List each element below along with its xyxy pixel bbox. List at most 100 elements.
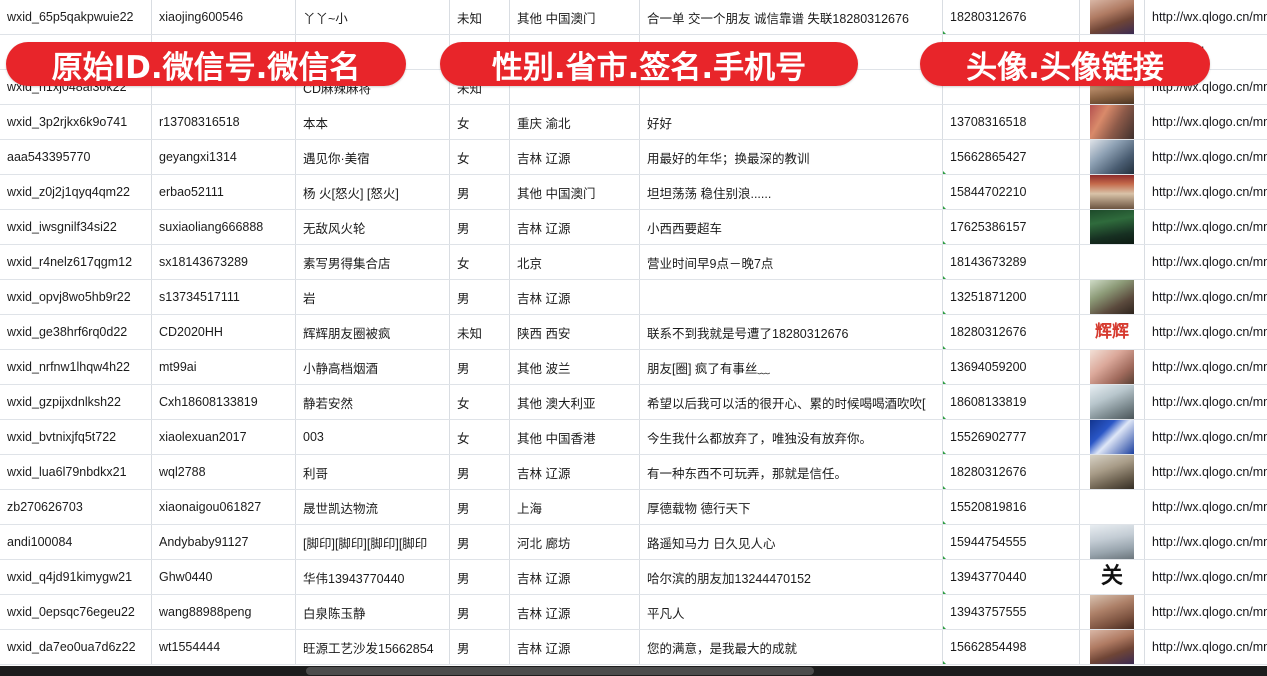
cell-avatar[interactable] (1079, 524, 1145, 560)
cell-avatar-url[interactable]: http://wx.qlogo.cn/mmhead (1144, 594, 1267, 630)
table-row[interactable]: wxid_bvtnixjfq5t722 xiaolexuan2017 003 女其他 … (0, 419, 1267, 455)
cell-nickname[interactable]: 辉辉朋友圈被疯 (295, 314, 450, 350)
cell-nickname[interactable]: 旺源工艺沙发15662854 (295, 629, 450, 665)
cell-wx-id[interactable]: wt1554444 (151, 629, 296, 665)
cell-sex[interactable]: 男 (449, 629, 510, 665)
cell-avatar-url[interactable]: http://wx.qlogo.cn/mmhead (1144, 419, 1267, 455)
horizontal-scrollbar-track[interactable] (0, 666, 1267, 676)
cell-nickname[interactable]: 遇见你·美宿 (295, 139, 450, 175)
cell-orig-id[interactable]: wxid_nrfnw1lhqw4h22 (0, 349, 152, 385)
cell-region[interactable]: 其他 中国澳门 (509, 0, 640, 35)
cell-sex[interactable]: 女 (449, 419, 510, 455)
horizontal-scrollbar-thumb[interactable] (306, 667, 814, 675)
cell-avatar-url[interactable]: http://wx.qlogo.cn/mmhead (1144, 384, 1267, 420)
table-row[interactable]: wxid_opvj8wo5hb9r22 s13734517111 岩男吉林 辽源 13… (0, 279, 1267, 315)
cell-signature[interactable]: 您的满意，是我最大的成就 (639, 629, 943, 665)
cell-wx-id[interactable]: Andybaby91127 (151, 524, 296, 560)
cell-wx-id[interactable]: CD2020HH (151, 314, 296, 350)
cell-phone[interactable]: 13251871200 (942, 279, 1080, 315)
cell-avatar[interactable] (1079, 629, 1145, 665)
cell-nickname[interactable]: 小静高档烟酒 (295, 349, 450, 385)
cell-region[interactable]: 吉林 辽源 (509, 594, 640, 630)
cell-wx-id[interactable]: geyangxi1314 (151, 139, 296, 175)
cell-wx-id[interactable]: xiaonaigou061827 (151, 489, 296, 525)
cell-signature[interactable]: 好好 (639, 104, 943, 140)
cell-avatar[interactable] (1079, 384, 1145, 420)
cell-region[interactable]: 重庆 渝北 (509, 104, 640, 140)
cell-orig-id[interactable]: wxid_ge38hrf6rq0d22 (0, 314, 152, 350)
cell-phone[interactable]: 18280312676 (942, 0, 1080, 35)
cell-sex[interactable]: 女 (449, 139, 510, 175)
cell-region[interactable]: 河北 廊坊 (509, 524, 640, 560)
table-row[interactable]: wxid_z0j2j1qyq4qm22 erbao52111 杨 火[怒火] [怒火… (0, 174, 1267, 210)
cell-phone[interactable]: 15662865427 (942, 139, 1080, 175)
table-row[interactable]: wxid_3p2rjkx6k9o741 r13708316518 本本女重庆 渝北好… (0, 104, 1267, 140)
cell-nickname[interactable]: 003 (295, 419, 450, 455)
cell-orig-id[interactable]: wxid_lua6l79nbdkx21 (0, 454, 152, 490)
cell-nickname[interactable]: 晟世凯达物流 (295, 489, 450, 525)
cell-nickname[interactable]: 素写男得集合店 (295, 244, 450, 280)
cell-avatar-url[interactable]: http://wx.qlogo.cn/mmhead (1144, 279, 1267, 315)
table-row[interactable]: wxid_lua6l79nbdkx21 wql2788 利哥男吉林 辽源 有一种东西不… (0, 454, 1267, 490)
cell-region[interactable]: 吉林 辽源 (509, 629, 640, 665)
cell-orig-id[interactable]: wxid_z0j2j1qyq4qm22 (0, 174, 152, 210)
cell-signature[interactable]: 朋友[圈] 疯了有事丝﹏ (639, 349, 943, 385)
table-row[interactable]: andi100084 Andybaby91127 [脚印][脚印][脚印][脚印男河… (0, 524, 1267, 560)
cell-wx-id[interactable]: Ghw0440 (151, 559, 296, 595)
cell-wx-id[interactable]: r13708316518 (151, 104, 296, 140)
cell-signature[interactable]: 今生我什么都放弃了，唯独没有放弃你。 (639, 419, 943, 455)
cell-avatar-url[interactable]: http://wx.qlogo.cn/mmhead (1144, 629, 1267, 665)
cell-avatar[interactable] (1079, 419, 1145, 455)
cell-sex[interactable]: 男 (449, 594, 510, 630)
cell-sex[interactable]: 女 (449, 384, 510, 420)
cell-avatar[interactable] (1079, 454, 1145, 490)
cell-sex[interactable]: 未知 (449, 0, 510, 35)
cell-avatar-url[interactable]: http://wx.qlogo.cn/mmhead (1144, 244, 1267, 280)
cell-wx-id[interactable]: s13734517111 (151, 279, 296, 315)
cell-avatar[interactable] (1079, 139, 1145, 175)
cell-avatar[interactable] (1079, 349, 1145, 385)
cell-avatar[interactable] (1079, 174, 1145, 210)
cell-avatar-url[interactable]: http://wx.qlogo.cn/mmhead (1144, 0, 1267, 35)
cell-orig-id[interactable]: wxid_opvj8wo5hb9r22 (0, 279, 152, 315)
cell-signature[interactable]: 路遥知马力 日久见人心 (639, 524, 943, 560)
cell-sex[interactable]: 未知 (449, 314, 510, 350)
cell-phone[interactable]: 15520819816 (942, 489, 1080, 525)
cell-sex[interactable]: 男 (449, 174, 510, 210)
cell-wx-id[interactable]: wql2788 (151, 454, 296, 490)
cell-region[interactable]: 其他 波兰 (509, 349, 640, 385)
cell-region[interactable]: 其他 中国香港 (509, 419, 640, 455)
cell-orig-id[interactable]: wxid_bvtnixjfq5t722 (0, 419, 152, 455)
cell-orig-id[interactable]: wxid_iwsgnilf34si22 (0, 209, 152, 245)
cell-phone[interactable]: 13943770440 (942, 559, 1080, 595)
cell-phone[interactable]: 15844702210 (942, 174, 1080, 210)
table-row[interactable]: wxid_r4nelz617qgm12 sx18143673289 素写男得集合店女… (0, 244, 1267, 280)
table-row[interactable]: wxid_65p5qakpwuie22 xiaojing600546 丫丫~小 未知其… (0, 0, 1267, 35)
cell-nickname[interactable]: 静若安然 (295, 384, 450, 420)
cell-wx-id[interactable]: xiaolexuan2017 (151, 419, 296, 455)
cell-phone[interactable]: 18608133819 (942, 384, 1080, 420)
cell-phone[interactable]: 18143673289 (942, 244, 1080, 280)
cell-avatar-url[interactable]: http://wx.qlogo.cn/mmhead (1144, 524, 1267, 560)
cell-sex[interactable]: 男 (449, 279, 510, 315)
cell-nickname[interactable]: 岩 (295, 279, 450, 315)
cell-orig-id[interactable]: andi100084 (0, 524, 152, 560)
cell-sex[interactable]: 男 (449, 349, 510, 385)
cell-nickname[interactable]: 本本 (295, 104, 450, 140)
cell-avatar[interactable] (1079, 279, 1145, 315)
cell-orig-id[interactable]: zb270626703 (0, 489, 152, 525)
cell-wx-id[interactable]: Cxh18608133819 (151, 384, 296, 420)
cell-orig-id[interactable]: wxid_65p5qakpwuie22 (0, 0, 152, 35)
cell-avatar-url[interactable]: http://wx.qlogo.cn/mmhead (1144, 454, 1267, 490)
cell-signature[interactable]: 营业时间早9点－晚7点 (639, 244, 943, 280)
cell-region[interactable]: 吉林 辽源 (509, 139, 640, 175)
table-row[interactable]: wxid_ge38hrf6rq0d22 CD2020HH 辉辉朋友圈被疯 未知 陕西 西… (0, 314, 1267, 350)
cell-sex[interactable]: 男 (449, 489, 510, 525)
cell-signature[interactable]: 厚德载物 德行天下 (639, 489, 943, 525)
cell-sex[interactable]: 男 (449, 524, 510, 560)
cell-avatar[interactable] (1079, 0, 1145, 35)
cell-region[interactable]: 上海 (509, 489, 640, 525)
cell-avatar-url[interactable]: http://wx.qlogo.cn/mmhead (1144, 104, 1267, 140)
cell-signature[interactable]: 联系不到我就是号遭了18280312676 (639, 314, 943, 350)
